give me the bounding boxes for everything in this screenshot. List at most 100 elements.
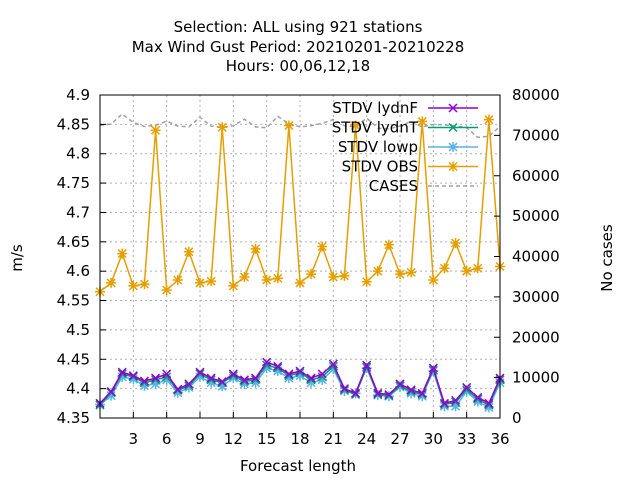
plot-area [95,113,505,413]
legend-marker [448,161,458,172]
point-stdv-lydnt [462,385,472,395]
point-stdv-lydnf [317,369,327,379]
point-stdv-obs [150,125,161,136]
point-stdv-lydnt [473,394,483,404]
point-stdv-lydnf [406,385,416,395]
x-tick-label: 36 [490,430,509,448]
point-stdv-lydnf [484,398,494,408]
legend-item-cases: CASES [369,177,478,195]
y2-tick-label: 70000 [512,126,560,144]
point-stdv-lydnf [295,366,305,376]
point-stdv-lydnf [373,388,383,398]
y-tick-label: 4.5 [66,321,90,339]
point-stdv-obs [461,266,472,277]
point-stdv-obs [417,116,428,127]
point-stdv-lowp [161,374,172,385]
point-stdv-lydnt [184,381,194,391]
y-tick-label: 4.55 [57,292,90,310]
point-stdv-lydnf [195,367,205,377]
point-stdv-lowp [239,378,250,389]
point-stdv-lowp [117,371,128,382]
point-stdv-lowp [483,402,494,413]
point-stdv-lydnf [184,379,194,389]
point-stdv-lowp [395,381,405,392]
point-stdv-obs [395,269,405,280]
point-stdv-obs [295,277,305,288]
y-tick-label: 4.8 [66,145,90,163]
y2-tick-label: 40000 [512,248,560,266]
y-tick-label: 4.4 [66,380,90,398]
point-stdv-lydnt [228,371,238,381]
point-stdv-obs [383,239,394,250]
x-tick-label: 15 [257,430,276,448]
point-stdv-lydnf [451,395,461,405]
y2-tick-label: 30000 [512,288,560,306]
point-stdv-lowp [283,373,294,384]
point-stdv-lydnf [217,377,227,387]
title-line-3: Hours: 00,06,12,18 [226,57,370,75]
point-stdv-lydnt [251,375,261,385]
point-stdv-obs [261,274,272,285]
point-stdv-lowp [306,377,317,388]
point-stdv-lowp [295,370,305,381]
point-stdv-lowp [195,371,205,382]
y2-tick-label: 80000 [512,86,560,104]
chart-title: Selection: ALL using 921 stations Max Wi… [132,18,465,75]
x-tick-label: 9 [195,430,205,448]
point-stdv-obs [239,272,250,283]
point-stdv-lowp [472,396,483,407]
axis-ticks: 4.35 4.4 4.45 4.5 4.55 4.6 4.65 4.7 4.75 4.8 4.85 4… [57,86,560,448]
point-stdv-lydnf [284,369,294,379]
point-stdv-lydnt [395,381,405,391]
point-stdv-lydnf [339,384,349,394]
point-stdv-lowp [450,401,461,412]
y2-axis-label: No cases [598,224,616,292]
point-stdv-obs [228,280,239,291]
point-stdv-obs [339,270,350,281]
point-stdv-obs [328,272,339,283]
legend-item-stdv-lowp: STDV lowp [338,138,478,156]
point-stdv-obs [283,120,294,131]
point-stdv-lydnf [173,384,183,394]
point-stdv-obs [161,284,172,295]
point-stdv-lowp [439,401,450,412]
y2-tick-label: 10000 [512,369,560,387]
series-line-cases [99,113,501,139]
point-stdv-lowp [272,366,283,377]
point-stdv-lowp [317,374,328,385]
point-stdv-lydnf [128,371,138,381]
point-stdv-lowp [150,378,161,389]
point-stdv-obs [106,277,117,288]
point-stdv-lydnf [117,367,127,377]
legend-marker [448,142,458,152]
y2-tick-label: 0 [512,409,522,427]
legend-label: STDV lowp [338,138,418,156]
grid [100,95,500,418]
legend-item-stdv-obs: STDV OBS [342,158,478,176]
legend-item-stdv-lydnf: STDV lydnF [332,99,478,117]
point-stdv-lowp [417,391,428,402]
x-tick-label: 18 [290,430,309,448]
point-stdv-obs [117,248,128,259]
legend-label: CASES [369,177,418,195]
point-stdv-lowp [139,380,150,391]
point-stdv-lydnf [473,392,483,402]
point-stdv-obs [406,267,417,278]
title-line-1: Selection: ALL using 921 stations [174,18,423,36]
point-stdv-lowp [406,388,417,399]
y-axis-label: m/s [8,244,26,272]
point-stdv-lydnf [162,369,172,379]
legend-label: STDV lydnF [332,99,418,117]
point-stdv-lydnf [251,373,261,383]
point-stdv-lydnf [439,398,449,408]
legend-marker [448,122,458,133]
point-stdv-obs [350,120,361,131]
y2-tick-label: 50000 [512,207,560,225]
point-stdv-lydnf [462,382,472,392]
point-stdv-lowp [261,363,272,374]
point-stdv-lowp [339,385,350,396]
point-stdv-lydnt [384,391,394,401]
point-stdv-obs [483,114,494,125]
x-tick-label: 30 [424,430,443,448]
